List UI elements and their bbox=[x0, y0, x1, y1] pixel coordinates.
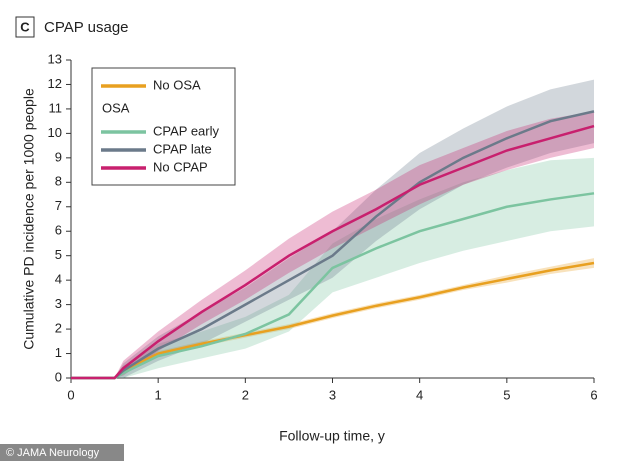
panel-label: C bbox=[20, 19, 30, 34]
y-tick-label: 9 bbox=[55, 149, 62, 164]
legend-label: CPAP early bbox=[153, 123, 219, 138]
series-line bbox=[71, 192, 595, 380]
chart-title: CPAP usage bbox=[44, 19, 129, 36]
x-axis-label: Follow-up time, y bbox=[279, 428, 385, 444]
legend-label: No OSA bbox=[153, 77, 201, 92]
y-tick-label: 7 bbox=[55, 198, 62, 213]
y-tick-label: 11 bbox=[49, 100, 63, 115]
legend-label: No CPAP bbox=[153, 159, 208, 174]
source: © JAMA Neurology bbox=[6, 447, 100, 459]
x-tick-label: 3 bbox=[329, 387, 336, 402]
x-tick-label: 0 bbox=[67, 387, 74, 402]
y-tick-label: 6 bbox=[55, 223, 62, 238]
y-tick-label: 12 bbox=[48, 76, 62, 91]
series-line bbox=[71, 110, 595, 380]
x-tick-label: 6 bbox=[590, 387, 597, 402]
y-tick-label: 0 bbox=[55, 369, 62, 384]
legend-group: OSA bbox=[102, 100, 130, 115]
x-tick-label: 2 bbox=[242, 387, 249, 402]
series-line bbox=[71, 124, 595, 380]
y-tick-label: 3 bbox=[55, 296, 62, 311]
y-axis-label: Cumulative PD incidence per 1000 people bbox=[21, 88, 37, 350]
confidence-band bbox=[71, 79, 594, 379]
legend-label: CPAP late bbox=[153, 141, 212, 156]
y-tick-label: 5 bbox=[55, 247, 62, 262]
y-tick-label: 13 bbox=[48, 51, 62, 66]
y-tick-label: 8 bbox=[55, 174, 62, 189]
panel-box bbox=[15, 16, 35, 38]
source-box bbox=[0, 444, 124, 461]
y-tick-label: 1 bbox=[55, 345, 62, 360]
y-tick-label: 4 bbox=[55, 272, 62, 287]
y-tick-label: 2 bbox=[55, 321, 62, 336]
x-tick-label: 5 bbox=[503, 387, 510, 402]
x-tick-label: 4 bbox=[416, 387, 423, 402]
y-tick-label: 10 bbox=[48, 125, 62, 140]
x-tick-label: 1 bbox=[155, 387, 162, 402]
